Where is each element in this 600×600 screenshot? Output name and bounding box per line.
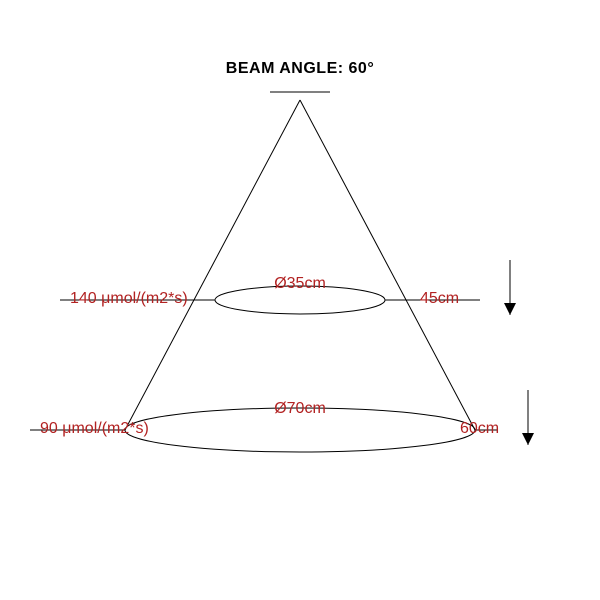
- intensity-label-0: 140 μmol/(m2*s): [70, 290, 188, 308]
- intensity-label-1: 90 μmol/(m2*s): [40, 420, 149, 438]
- diameter-label-1: Ø70cm: [274, 400, 326, 418]
- height-label-0: 45cm: [420, 290, 459, 308]
- beam-angle-title: BEAM ANGLE: 60°: [226, 60, 374, 78]
- diameter-label-0: Ø35cm: [274, 275, 326, 293]
- height-label-1: 60cm: [460, 420, 499, 438]
